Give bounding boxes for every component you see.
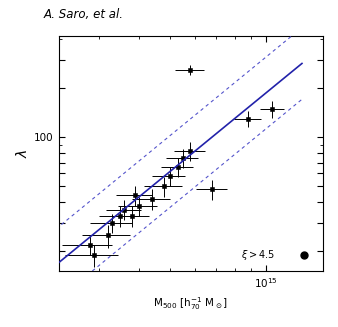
X-axis label: M$_{500}$ [h$_{70}^{-1}$ M$_\odot$]: M$_{500}$ [h$_{70}^{-1}$ M$_\odot$]: [153, 295, 228, 312]
Text: $\xi>4.5$: $\xi>4.5$: [241, 248, 275, 262]
Text: A. Saro, et al.: A. Saro, et al.: [44, 8, 124, 21]
Y-axis label: $\lambda$: $\lambda$: [15, 149, 30, 158]
